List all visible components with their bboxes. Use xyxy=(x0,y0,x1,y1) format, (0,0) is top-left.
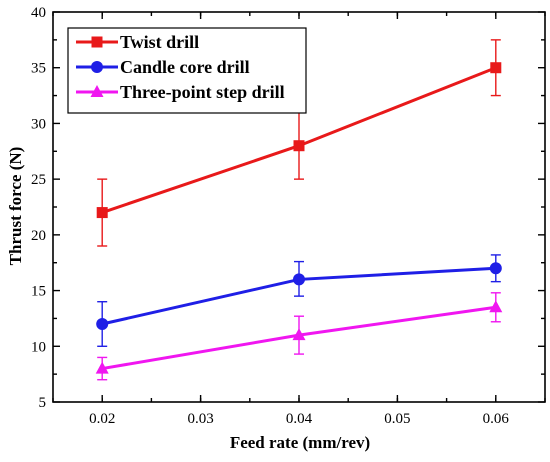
data-point xyxy=(96,207,108,219)
y-tick-label: 40 xyxy=(31,5,46,21)
legend-marker xyxy=(91,61,103,73)
legend-label: Three-point step drill xyxy=(120,82,285,102)
data-point xyxy=(95,361,109,374)
x-tick-label: 0.05 xyxy=(384,411,410,427)
data-point xyxy=(490,62,502,74)
legend-label: Twist drill xyxy=(120,32,199,52)
data-point xyxy=(489,262,502,275)
ticks: 0.02 0.03 0.04 0.05 0.06 5 10 15 20 25 30 35 40 xyxy=(31,5,546,427)
x-tick-label: 0.04 xyxy=(286,411,313,427)
y-tick-label: 20 xyxy=(31,228,46,244)
y-tick-label: 30 xyxy=(31,116,46,132)
x-tick-label: 0.06 xyxy=(483,411,510,427)
data-point xyxy=(96,318,109,330)
y-tick-label: 25 xyxy=(31,172,46,188)
y-axis-title: Thrust force (N) xyxy=(6,147,25,266)
data-point xyxy=(293,140,305,152)
legend-label: Candle core drill xyxy=(120,57,250,77)
y-tick-label: 5 xyxy=(39,395,47,411)
data-point xyxy=(293,273,305,286)
data-point xyxy=(292,328,306,341)
x-tick-label: 0.03 xyxy=(187,411,213,427)
y-tick-label: 35 xyxy=(31,61,46,77)
y-tick-label: 10 xyxy=(31,339,46,355)
data-point xyxy=(489,300,503,313)
legend: Twist drill Candle core drill Three-point … xyxy=(67,27,307,114)
x-tick-label: 0.02 xyxy=(89,411,115,427)
y-tick-label: 15 xyxy=(31,284,46,300)
legend-marker xyxy=(91,36,103,48)
series-markers xyxy=(95,62,503,374)
x-axis-title: Feed rate (mm/rev) xyxy=(230,433,370,452)
legend-marker xyxy=(90,85,104,97)
